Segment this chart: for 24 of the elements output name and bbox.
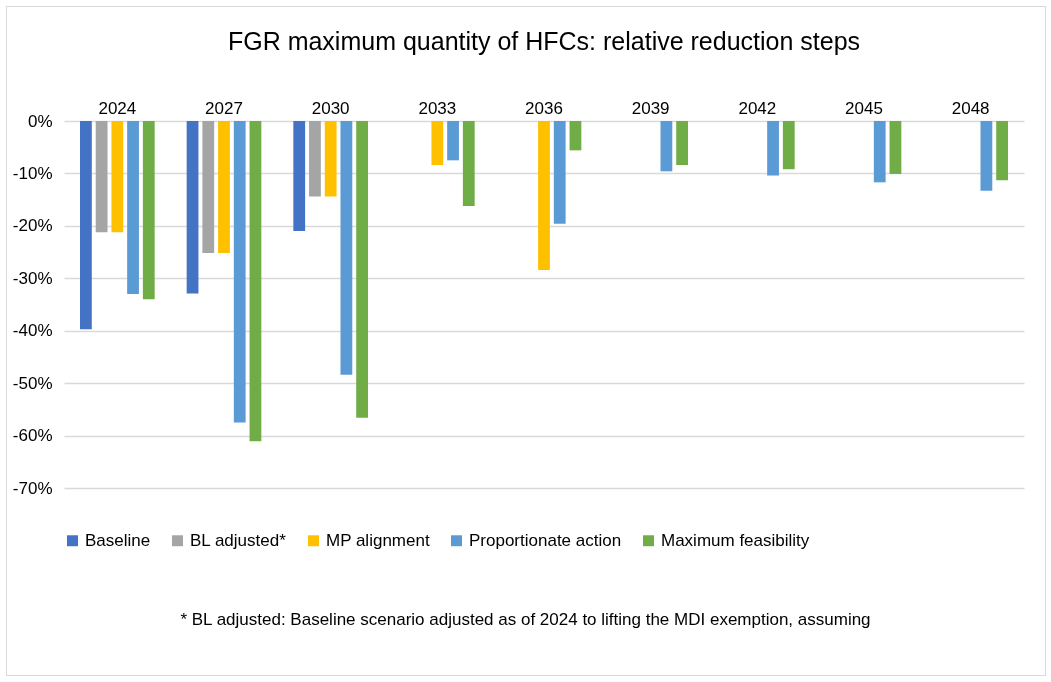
legend-label: MP alignment xyxy=(326,530,430,550)
legend-label: Proportionate action xyxy=(469,530,622,550)
text: * BL adjusted: Baseline scenario adjusted as of 2024 to lifting the MDI exemption, assuming xyxy=(179,610,872,630)
x-tick-label: 2030 xyxy=(311,98,350,118)
y-tick-label: -40% xyxy=(12,321,53,341)
y-tick-label: -10% xyxy=(12,163,53,183)
x-tick-label: 2045 xyxy=(845,98,883,118)
x-tick-label: 2039 xyxy=(631,98,670,118)
y-tick-label: -30% xyxy=(12,268,53,288)
y-tick-label: -20% xyxy=(12,216,53,236)
x-tick-label: 2024 xyxy=(98,98,137,118)
y-tick-label: -60% xyxy=(12,426,53,446)
legend-label: Baseline xyxy=(85,530,151,550)
y-tick-label: -50% xyxy=(12,373,53,393)
chart-title: FGR maximum quantity of HFCs: relative reduction steps xyxy=(227,27,861,55)
x-tick-label: 2042 xyxy=(738,98,777,118)
legend-label: BL adjusted* xyxy=(190,530,287,550)
x-tick-label: 2027 xyxy=(205,98,243,118)
legend-label: Maximum feasibility xyxy=(661,530,810,550)
y-tick-label: -70% xyxy=(12,478,53,498)
y-tick-label: 0% xyxy=(27,111,53,131)
x-tick-label: 2033 xyxy=(418,98,457,118)
x-tick-label: 2036 xyxy=(525,98,563,118)
x-tick-label: 2048 xyxy=(951,98,990,118)
